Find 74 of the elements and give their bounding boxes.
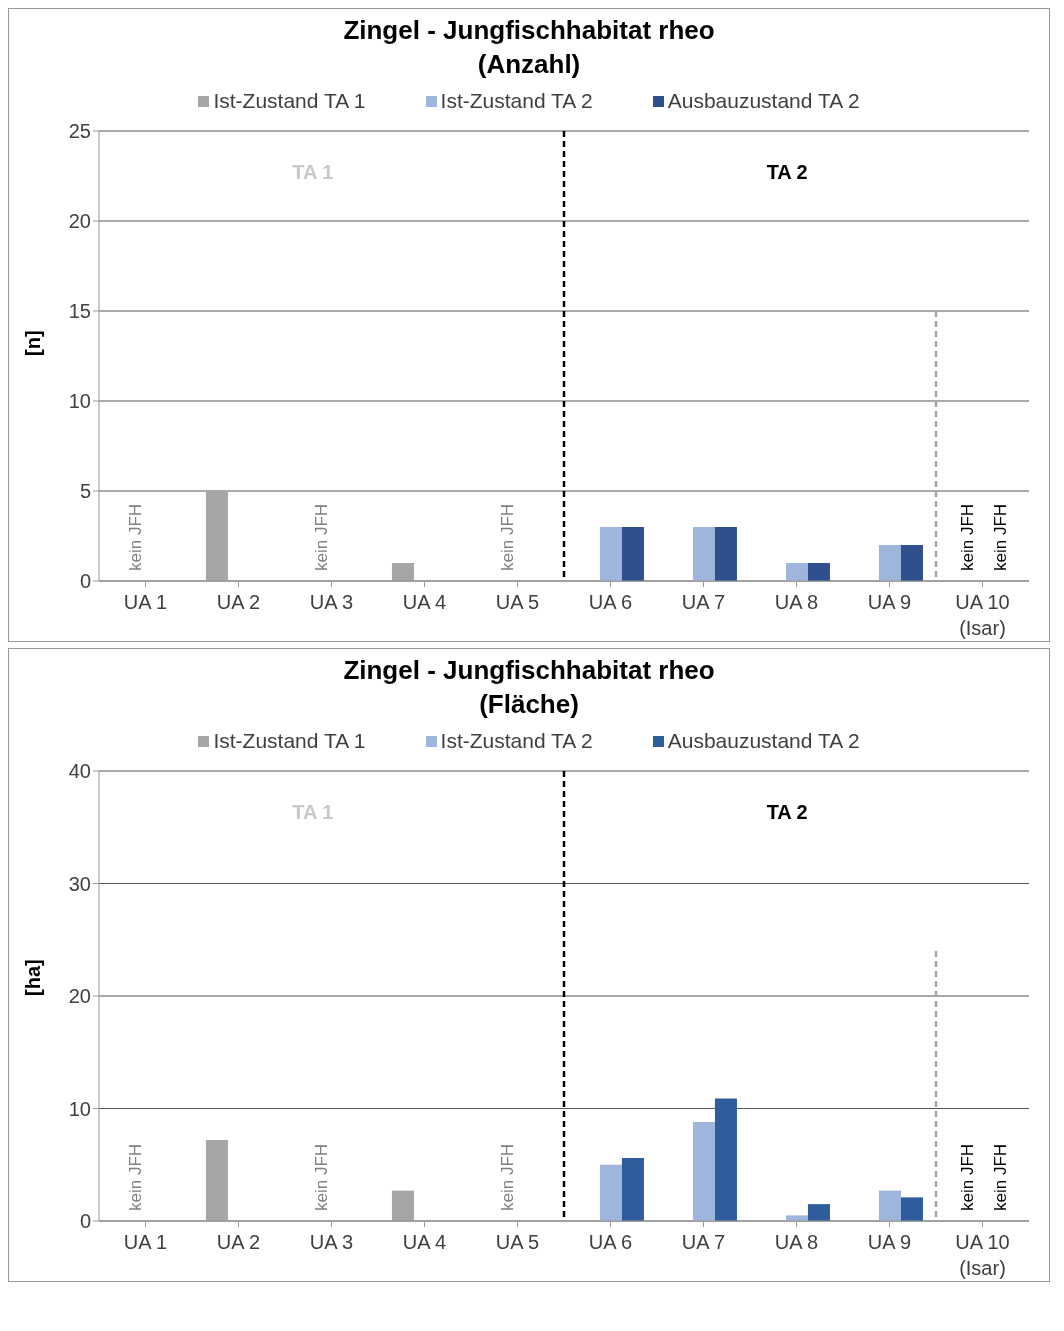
x-tick-label: UA 5 — [495, 1231, 540, 1253]
legend-label: Ist-Zustand TA 2 — [440, 729, 593, 753]
annotation: kein JFH — [990, 503, 1010, 571]
bar — [878, 1190, 901, 1221]
x-tick-label: UA 1 — [123, 1231, 168, 1253]
bar — [807, 1204, 830, 1221]
x-tick-label: UA 8 — [774, 1231, 819, 1253]
bar — [205, 1140, 228, 1221]
chart-subtitle: (Anzahl) — [476, 48, 582, 81]
bar — [900, 545, 923, 581]
y-tick-label: 20 — [68, 985, 91, 1008]
y-tick-label: 15 — [68, 300, 91, 323]
bar — [714, 527, 737, 581]
x-tick-label: UA 7 — [681, 1231, 726, 1253]
y-tick-label: 0 — [79, 570, 91, 593]
x-tick-label: UA 3 — [309, 1231, 354, 1253]
annotation: kein JFH — [497, 1143, 517, 1211]
bar — [391, 1190, 414, 1221]
x-tick-label: UA 9 — [867, 1231, 912, 1253]
annotation: TA 2 — [766, 801, 808, 823]
y-tick-label: 10 — [68, 1097, 91, 1120]
y-tick-label: 40 — [68, 760, 91, 783]
bar — [692, 1122, 715, 1221]
y-tick-label: 30 — [68, 872, 91, 895]
y-tick-label: 20 — [68, 210, 91, 233]
bar — [692, 527, 715, 581]
annotation: kein JFH — [958, 503, 978, 571]
bar — [621, 527, 644, 581]
bar — [807, 563, 830, 581]
x-tick-label: UA 2 — [216, 1231, 261, 1253]
annotation: TA 2 — [766, 161, 808, 183]
x-tick-label: UA 10 (Isar) — [955, 591, 1010, 639]
annotation: kein JFH — [311, 1143, 331, 1211]
annotation: kein JFH — [497, 503, 517, 571]
y-tick-label: 5 — [79, 480, 91, 503]
chart-title: Zingel - Jungfischhabitat rheo — [342, 654, 716, 687]
chart-title: Zingel - Jungfischhabitat rheo — [342, 14, 716, 47]
legend-label: Ist-Zustand TA 1 — [213, 89, 366, 113]
x-tick-label: UA 1 — [123, 591, 168, 613]
y-tick-label: 0 — [79, 1210, 91, 1233]
bar — [714, 1098, 737, 1221]
y-axis-title: [n] — [22, 330, 45, 356]
annotation: kein JFH — [125, 1143, 145, 1211]
annotation: kein JFH — [311, 503, 331, 571]
bar — [621, 1158, 644, 1221]
annotation: kein JFH — [990, 1143, 1010, 1211]
bar — [599, 1164, 622, 1221]
x-tick-label: UA 6 — [588, 1231, 633, 1253]
annotation: kein JFH — [958, 1143, 978, 1211]
x-tick-label: UA 10 (Isar) — [955, 1231, 1010, 1279]
legend-label: Ist-Zustand TA 2 — [440, 89, 593, 113]
x-tick-label: UA 3 — [309, 591, 354, 613]
x-tick-label: UA 9 — [867, 591, 912, 613]
chart-subtitle: (Fläche) — [478, 688, 580, 721]
x-tick-label: UA 6 — [588, 591, 633, 613]
x-tick-label: UA 8 — [774, 591, 819, 613]
bar — [599, 527, 622, 581]
bar — [785, 563, 808, 581]
legend-label: Ist-Zustand TA 1 — [213, 729, 366, 753]
y-axis-title: [ha] — [22, 959, 45, 996]
bar — [205, 491, 228, 581]
bar — [878, 545, 901, 581]
x-tick-label: UA 5 — [495, 591, 540, 613]
legend-label: Ausbauzustand TA 2 — [667, 729, 860, 753]
x-tick-label: UA 4 — [402, 591, 447, 613]
x-tick-label: UA 2 — [216, 591, 261, 613]
y-tick-label: 10 — [68, 390, 91, 413]
y-tick-label: 25 — [68, 120, 91, 143]
x-tick-label: UA 7 — [681, 591, 726, 613]
x-tick-label: UA 4 — [402, 1231, 447, 1253]
legend-label: Ausbauzustand TA 2 — [667, 89, 860, 113]
bar — [900, 1197, 923, 1221]
bar — [391, 563, 414, 581]
annotation: kein JFH — [125, 503, 145, 571]
